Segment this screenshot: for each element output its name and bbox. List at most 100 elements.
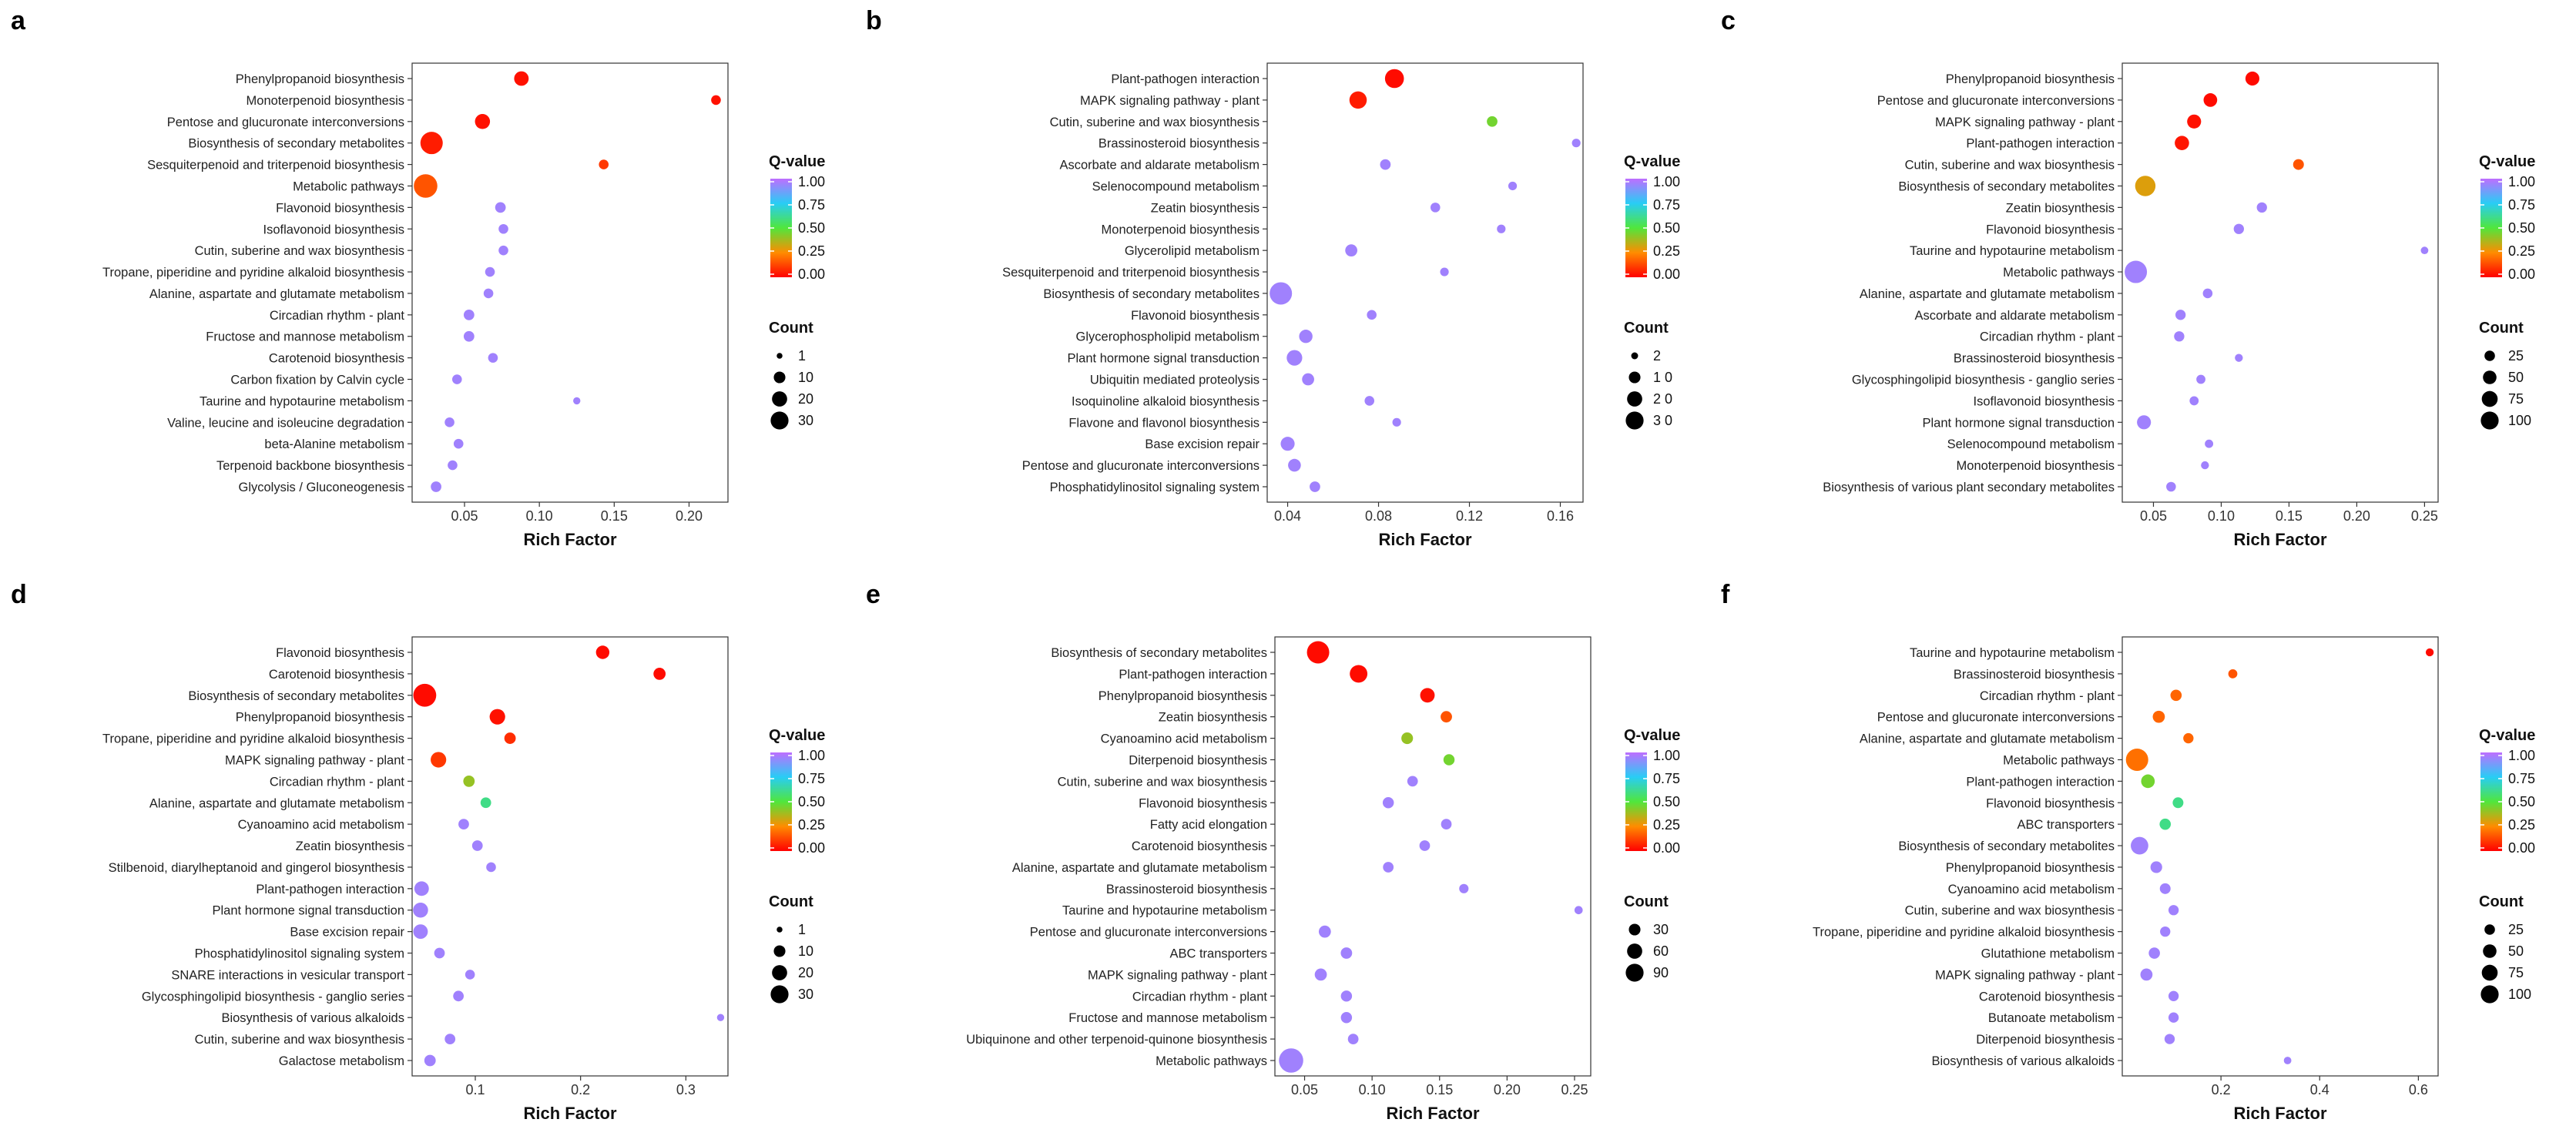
x-tick-label: 0.6 bbox=[2409, 1082, 2428, 1097]
data-point bbox=[2203, 93, 2218, 107]
legend-count-title: Count bbox=[769, 893, 813, 910]
category-label: Biosynthesis of secondary metabolites bbox=[1898, 839, 2115, 853]
data-point bbox=[2205, 439, 2214, 448]
data-point bbox=[1288, 458, 1301, 472]
category-label: Biosynthesis of secondary metabolites bbox=[188, 137, 404, 151]
x-tick-label: 0.20 bbox=[1494, 1082, 1521, 1097]
x-tick-label: 0.16 bbox=[1547, 508, 1574, 524]
legend-q-label: 0.00 bbox=[1653, 840, 1680, 856]
x-tick-label: 0.25 bbox=[2411, 508, 2438, 524]
category-label: Flavonoid biosynthesis bbox=[1139, 796, 1267, 810]
data-point bbox=[653, 668, 666, 680]
legend-q-label: 0.50 bbox=[2508, 794, 2535, 809]
category-label: MAPK signaling pathway - plant bbox=[225, 753, 404, 767]
data-point bbox=[414, 881, 429, 896]
data-point bbox=[1401, 732, 1414, 745]
plot-frame bbox=[1266, 62, 1584, 503]
data-point bbox=[2420, 246, 2429, 255]
legend-count-dot bbox=[2483, 944, 2497, 958]
legend-count-label: 25 bbox=[2508, 922, 2524, 937]
category-label: Flavonoid biosynthesis bbox=[276, 646, 404, 660]
data-point bbox=[716, 1014, 725, 1021]
category-label: Cutin, suberine and wax biosynthesis bbox=[1058, 775, 1267, 789]
plot-frame bbox=[2122, 636, 2439, 1077]
data-point bbox=[1419, 840, 1431, 851]
category-label: Tropane, piperidine and pyridine alkaloi… bbox=[102, 266, 404, 280]
category-label: Zeatin biosynthesis bbox=[2006, 201, 2115, 215]
data-point bbox=[1302, 373, 1314, 386]
legend-count-label: 30 bbox=[798, 413, 813, 428]
panel-e-chart: e 0.05 0.10 0.15 0.20 0.25 Rich Factor Biosynth… bbox=[866, 580, 1680, 1123]
category-label: Glutathione metabolism bbox=[1981, 947, 2115, 961]
data-point bbox=[1508, 181, 1518, 191]
legend-q-title: Q-value bbox=[1624, 727, 1680, 744]
data-point bbox=[1350, 665, 1368, 683]
category-label: MAPK signaling pathway - plant bbox=[1088, 968, 1267, 982]
data-point bbox=[471, 840, 483, 851]
data-point bbox=[1270, 282, 1293, 305]
data-point bbox=[1440, 267, 1449, 276]
legend-count-label: 50 bbox=[2508, 370, 2524, 385]
category-label: Zeatin biosynthesis bbox=[296, 839, 404, 853]
data-point bbox=[1487, 116, 1498, 127]
legend-q-label: 0.25 bbox=[1653, 817, 1680, 833]
data-point bbox=[1392, 417, 1401, 427]
data-point bbox=[504, 732, 516, 744]
category-label: Valine, leucine and isoleucine degradati… bbox=[167, 416, 404, 430]
legend-count-label: 75 bbox=[2508, 391, 2524, 407]
x-tick-label: 0.25 bbox=[1561, 1082, 1588, 1097]
category-label: Biosynthesis of various alkaloids bbox=[221, 1011, 404, 1025]
category-label: Cyanoamino acid metabolism bbox=[238, 818, 404, 832]
data-point bbox=[2256, 202, 2267, 213]
category-label: Flavonoid biosynthesis bbox=[1986, 796, 2115, 810]
data-point bbox=[1383, 862, 1394, 873]
legend-count-label: 75 bbox=[2508, 965, 2524, 980]
data-point bbox=[1420, 688, 1435, 703]
legend-q-label: 0.00 bbox=[2508, 266, 2535, 282]
x-tick-label: 0.4 bbox=[2310, 1082, 2329, 1097]
legend-q-label: 0.75 bbox=[1653, 197, 1680, 213]
legend-q-label: 0.75 bbox=[2508, 197, 2535, 213]
data-point bbox=[711, 95, 721, 106]
legend-count-label: 10 bbox=[798, 943, 813, 959]
legend-count-dot bbox=[2484, 350, 2495, 361]
legend-q-label: 0.00 bbox=[798, 840, 825, 856]
data-point bbox=[2141, 774, 2155, 789]
data-point bbox=[1443, 754, 1455, 766]
category-label: ABC transporters bbox=[1169, 947, 1267, 961]
legend-q-label: 0.50 bbox=[1653, 220, 1680, 236]
data-point bbox=[488, 353, 498, 363]
legend-q-label: 1.00 bbox=[798, 748, 825, 763]
data-point bbox=[599, 159, 609, 169]
panel-b: b 0.04 0.08 0.12 0.16 Rich Factor Plant-pathog… bbox=[855, 0, 1702, 570]
data-point bbox=[2201, 461, 2209, 470]
x-tick-label: 0.3 bbox=[676, 1082, 696, 1097]
category-label: Biosynthesis of various plant secondary … bbox=[1823, 481, 2115, 494]
data-point bbox=[2148, 947, 2160, 959]
category-label: Cutin, suberine and wax biosynthesis bbox=[1905, 159, 2115, 173]
category-label: Circadian rhythm - plant bbox=[1980, 330, 2115, 344]
category-label: Alanine, aspartate and glutamate metabol… bbox=[1860, 287, 2115, 301]
data-point bbox=[1345, 244, 1358, 257]
legend-count-label: 1 bbox=[798, 348, 806, 364]
category-label: ABC transporters bbox=[2017, 818, 2115, 832]
data-point bbox=[2293, 159, 2304, 170]
category-label: Carbon fixation by Calvin cycle bbox=[230, 374, 404, 387]
category-label: Circadian rhythm - plant bbox=[270, 775, 405, 789]
category-label: Isoflavonoid biosynthesis bbox=[263, 223, 404, 236]
data-point bbox=[475, 114, 491, 129]
data-point bbox=[1407, 776, 1418, 787]
category-label: Phenylpropanoid biosynthesis bbox=[236, 72, 404, 86]
category-label: Phenylpropanoid biosynthesis bbox=[236, 711, 404, 725]
category-label: Galactose metabolism bbox=[279, 1054, 404, 1068]
data-point bbox=[480, 797, 491, 809]
legend-q-label: 0.25 bbox=[798, 817, 825, 833]
x-tick-label: 0.05 bbox=[451, 508, 478, 524]
data-point bbox=[465, 970, 475, 980]
category-label: Alanine, aspartate and glutamate metabol… bbox=[149, 287, 404, 301]
category-label: Ascorbate and aldarate metabolism bbox=[1059, 159, 1259, 173]
data-point bbox=[458, 819, 469, 830]
category-label: Stilbenoid, diarylheptanoid and gingerol… bbox=[109, 861, 404, 875]
data-point bbox=[1459, 883, 1469, 893]
legend-count-title: Count bbox=[2479, 893, 2524, 910]
